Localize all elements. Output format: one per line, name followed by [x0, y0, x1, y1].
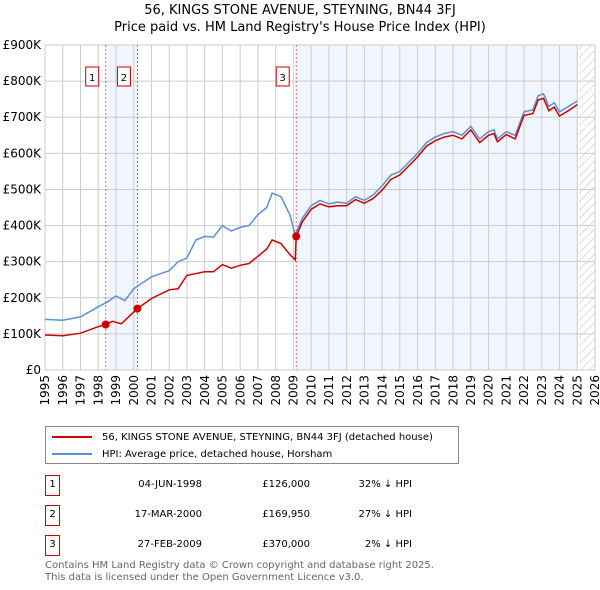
- legend-swatch: [52, 436, 92, 438]
- y-tick-label: £100K: [3, 327, 43, 341]
- sale-badge: [275, 66, 290, 87]
- legend-label: HPI: Average price, detached house, Hors…: [102, 448, 333, 460]
- plot-border: [44, 44, 596, 371]
- sale-point: [101, 320, 110, 329]
- y-tick-label: £200K: [3, 291, 43, 305]
- transaction-row: 1 04-JUN-1998 £126,000 32% ↓ HPI: [45, 475, 445, 496]
- chart-title: 56, KINGS STONE AVENUE, STEYNING, BN44 3…: [0, 2, 600, 36]
- price: £169,950: [262, 509, 310, 520]
- date: 27-FEB-2009: [137, 539, 202, 550]
- y-tick-label: £500K: [3, 182, 43, 196]
- legend-label: 56, KINGS STONE AVENUE, STEYNING, BN44 3…: [102, 431, 433, 443]
- x-tick-label: 2000: [127, 375, 141, 406]
- sale-badge: [116, 66, 131, 87]
- x-tick-label: 2003: [180, 375, 194, 406]
- transaction-row: 3 27-FEB-2009 £370,000 2% ↓ HPI: [45, 535, 445, 556]
- footer-line: This data is licensed under the Open Gov…: [45, 572, 364, 583]
- x-tick-label: 2018: [446, 375, 460, 406]
- x-tick-label: 2023: [535, 375, 549, 406]
- x-tick-label: 1995: [38, 375, 52, 406]
- y-tick-label: £0: [26, 363, 41, 377]
- footer: Contains HM Land Registry data © Crown c…: [45, 560, 434, 584]
- x-tick-label: 2010: [304, 375, 318, 406]
- y-tick-label: £900K: [3, 38, 43, 52]
- x-tick-label: 2008: [269, 375, 283, 406]
- x-tick-label: 2001: [145, 375, 159, 406]
- legend-item-hpi: HPI: Average price, detached house, Hors…: [52, 446, 332, 462]
- x-tick-label: 2009: [287, 375, 301, 406]
- x-tick-label: 2016: [411, 375, 425, 406]
- price: £370,000: [262, 539, 310, 550]
- x-tick-label: 2015: [393, 375, 407, 406]
- x-tick-label: 2025: [570, 375, 584, 406]
- x-tick-label: 2021: [499, 375, 513, 406]
- hpi-line: [44, 92, 578, 321]
- shaded-region: [105, 45, 138, 370]
- y-tick-label: £800K: [3, 74, 43, 88]
- marker-badge: 2: [45, 505, 60, 526]
- x-tick-label: 2004: [198, 375, 212, 406]
- shaded-region: [296, 45, 578, 370]
- x-tick-label: 2026: [588, 375, 600, 406]
- sale-point: [292, 232, 301, 241]
- x-tick-label: 2007: [251, 375, 265, 406]
- y-tick-label: £700K: [3, 110, 43, 124]
- sale-badge-label: 1: [89, 73, 95, 84]
- x-tick-label: 2017: [429, 375, 443, 406]
- price: £126,000: [262, 479, 310, 490]
- subtitle: Price paid vs. HM Land Registry's House …: [114, 20, 486, 35]
- property-line: [44, 97, 578, 337]
- hpi-diff: 32% ↓ HPI: [358, 479, 412, 490]
- x-tick-label: 2012: [340, 375, 354, 406]
- sale-point: [133, 304, 142, 313]
- y-tick-label: £300K: [3, 255, 43, 269]
- price-chart: 1995 1996 1997 1998 1999 2000 2001 2002 2003 2004…: [3, 38, 600, 406]
- x-tick-label: 2022: [517, 375, 531, 406]
- y-tick-label: £400K: [3, 219, 43, 233]
- date: 04-JUN-1998: [138, 479, 202, 490]
- sale-badge: [85, 66, 100, 87]
- x-tick-label: 2014: [375, 375, 389, 406]
- x-tick-label: 2020: [482, 375, 496, 406]
- sale-badge-label: 3: [280, 73, 286, 84]
- title: 56, KINGS STONE AVENUE, STEYNING, BN44 3…: [144, 3, 456, 18]
- x-tick-label: 2002: [162, 375, 176, 406]
- projection-hatch: [579, 45, 595, 370]
- x-tick-label: 2024: [553, 375, 567, 406]
- x-tick-label: 2011: [322, 375, 336, 406]
- marker-badge: 1: [45, 475, 60, 496]
- date: 17-MAR-2000: [134, 509, 202, 520]
- hpi-diff: 2% ↓ HPI: [364, 539, 412, 550]
- x-tick-label: 2005: [216, 375, 230, 406]
- x-tick-label: 1997: [74, 375, 88, 406]
- marker-badge: 3: [45, 535, 60, 556]
- legend-swatch: [52, 453, 92, 455]
- footer-line: Contains HM Land Registry data © Crown c…: [45, 560, 434, 571]
- x-tick-label: 1996: [56, 375, 70, 406]
- x-tick-label: 1998: [91, 375, 105, 406]
- hpi-diff: 27% ↓ HPI: [358, 509, 412, 520]
- y-tick-label: £600K: [3, 146, 43, 160]
- x-tick-label: 2019: [464, 375, 478, 406]
- transaction-row: 2 17-MAR-2000 £169,950 27% ↓ HPI: [45, 505, 445, 526]
- x-tick-label: 2006: [233, 375, 247, 406]
- x-tick-label: 2013: [358, 375, 372, 406]
- x-tick-label: 1999: [109, 375, 123, 406]
- legend: 56, KINGS STONE AVENUE, STEYNING, BN44 3…: [45, 426, 459, 464]
- legend-item-property: 56, KINGS STONE AVENUE, STEYNING, BN44 3…: [52, 429, 433, 445]
- sale-badge-label: 2: [121, 73, 127, 84]
